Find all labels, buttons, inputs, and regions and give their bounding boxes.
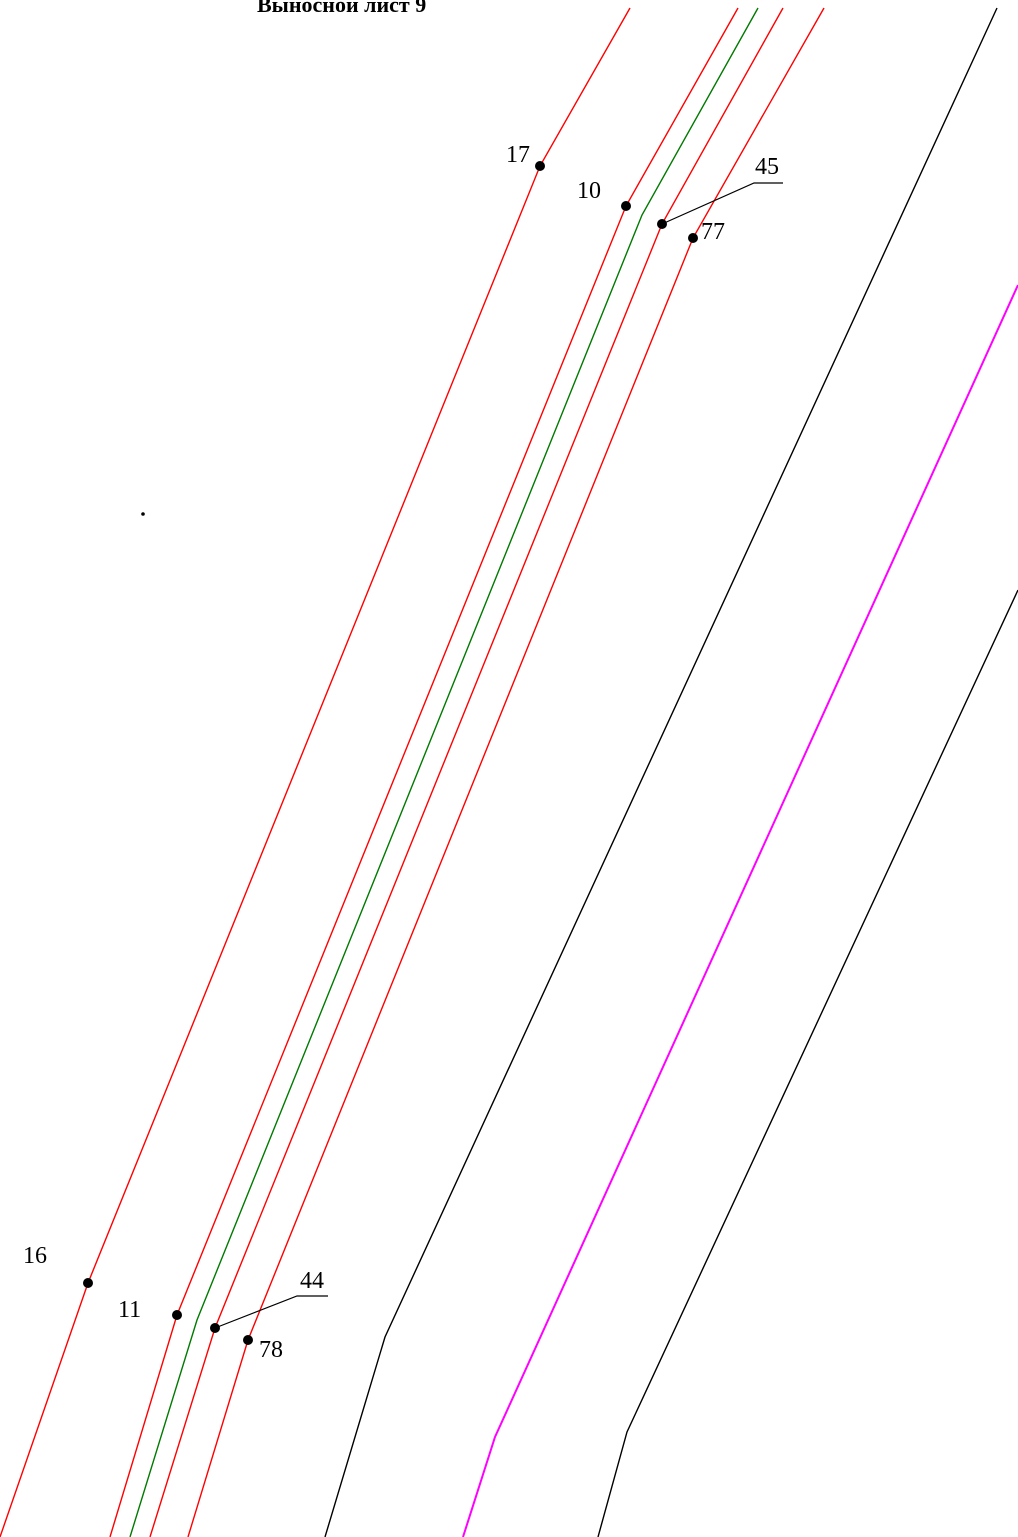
red-boundary-line-1: [0, 7, 631, 1537]
point-10-label: 10: [577, 178, 601, 204]
leader-line-44: [214, 1295, 328, 1329]
black-line-2: [597, 589, 1018, 1537]
point-78-label: 78: [259, 1337, 283, 1363]
point-17-marker: [535, 161, 545, 171]
black-line-1: [324, 7, 998, 1537]
red-boundary-line-4: [187, 7, 825, 1537]
point-11-marker: [172, 1310, 182, 1320]
point-78-marker: [243, 1335, 253, 1345]
point-16-marker: [83, 1278, 93, 1288]
point-44-label: 44: [300, 1268, 324, 1294]
sheet-title: Выносной лист 9: [257, 0, 427, 17]
magenta-line: [462, 284, 1018, 1537]
point-77-label: 77: [701, 219, 725, 245]
point-17-label: 17: [506, 142, 530, 168]
point-45-label: 45: [755, 154, 779, 180]
point-77-marker: [688, 233, 698, 243]
leader-line-45: [661, 182, 783, 225]
point-10-marker: [621, 201, 631, 211]
red-boundary-line-2: [109, 7, 739, 1537]
point-11-label: 11: [118, 1297, 141, 1323]
green-axis-line: [129, 7, 759, 1537]
red-boundary-line-3: [149, 7, 784, 1537]
point-45-marker: [657, 219, 667, 229]
point-16-label: 16: [23, 1243, 47, 1269]
stray-dot: [141, 512, 145, 516]
point-44-marker: [210, 1323, 220, 1333]
